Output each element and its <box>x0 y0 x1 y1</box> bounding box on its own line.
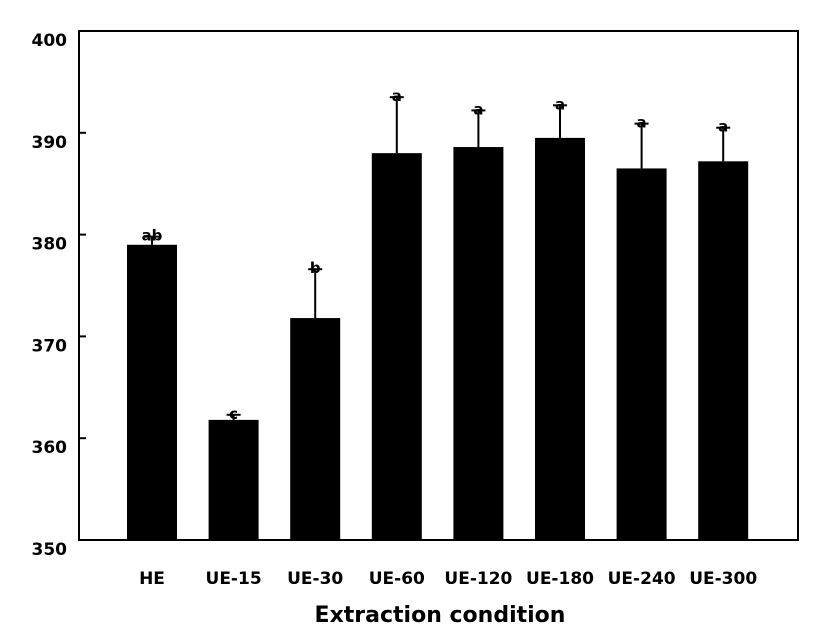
x-tick-label: UE-180 <box>526 569 594 589</box>
bar <box>698 161 749 540</box>
bar <box>535 137 585 540</box>
bars: ab c b a a a a a <box>127 87 749 540</box>
plot-frame <box>78 30 799 541</box>
y-tick-label: 360 <box>32 438 68 458</box>
significance-label: a <box>473 100 483 118</box>
x-tick-label: UE-300 <box>689 569 757 589</box>
x-tick-label: UE-60 <box>369 569 425 589</box>
y-axis: 350 360 370 380 390 400 <box>32 30 86 560</box>
x-tick-label: UE-30 <box>287 569 343 589</box>
significance-label: a <box>718 118 728 136</box>
y-tick-label: 400 <box>32 31 68 51</box>
bar <box>127 244 177 540</box>
significance-label: b <box>310 259 321 277</box>
x-tick-label: HE <box>139 569 165 589</box>
bar <box>616 168 667 540</box>
y-tick-label: 350 <box>32 540 68 560</box>
bar <box>371 153 422 540</box>
x-tick-label: UE-120 <box>444 569 512 589</box>
bar <box>290 318 341 540</box>
y-tick-label: 370 <box>32 336 68 356</box>
bar <box>208 419 259 540</box>
significance-label: ab <box>142 227 163 245</box>
significance-label: c <box>229 405 238 423</box>
significance-label: a <box>637 114 647 132</box>
x-tick-label: UE-15 <box>206 569 262 589</box>
bar <box>453 147 504 540</box>
x-axis-title: Extraction condition <box>315 603 566 628</box>
significance-label: a <box>392 87 402 105</box>
significance-label: a <box>555 95 565 113</box>
x-tick-label: UE-240 <box>608 569 676 589</box>
y-tick-label: 390 <box>32 133 68 153</box>
x-axis: HE UE-15 UE-30 UE-60 UE-120 UE-180 UE-240 UE-30… <box>139 569 757 589</box>
y-tick-label: 380 <box>32 235 68 255</box>
